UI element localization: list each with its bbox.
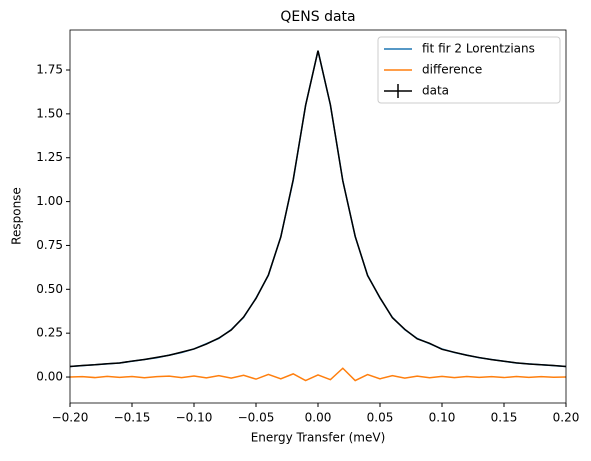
x-tick-label: 0.05 (367, 411, 394, 425)
x-tick-label: 0.20 (553, 411, 580, 425)
x-tick-label: −0.05 (238, 411, 275, 425)
legend-label: data (422, 84, 449, 98)
x-tick-label: −0.20 (52, 411, 89, 425)
legend-label: difference (422, 63, 482, 77)
y-axis-label: Response (10, 187, 24, 245)
y-tick-label: 0.75 (36, 238, 63, 252)
plot-frame (69, 29, 567, 404)
x-tick-label: 0.00 (305, 411, 332, 425)
series-line (69, 50, 567, 368)
y-tick-label: 0.50 (36, 282, 63, 296)
x-tick-label: 0.15 (491, 411, 518, 425)
legend-box (377, 36, 561, 104)
chart-title: QENS data (280, 9, 355, 25)
y-tick-label: 1.25 (36, 150, 63, 164)
y-tick-label: 1.00 (36, 194, 63, 208)
y-tick-label: 1.75 (36, 63, 63, 77)
y-tick-label: 0.25 (36, 326, 63, 340)
x-axis-label: Energy Transfer (meV) (251, 431, 386, 445)
legend-label: fit fir 2 Lorentzians (422, 42, 535, 56)
series-line (69, 367, 567, 382)
x-tick-label: −0.10 (176, 411, 213, 425)
y-tick-label: 1.50 (36, 106, 63, 120)
x-tick-label: −0.15 (114, 411, 151, 425)
y-tick-label: 0.00 (36, 370, 63, 384)
x-tick-label: 0.10 (429, 411, 456, 425)
